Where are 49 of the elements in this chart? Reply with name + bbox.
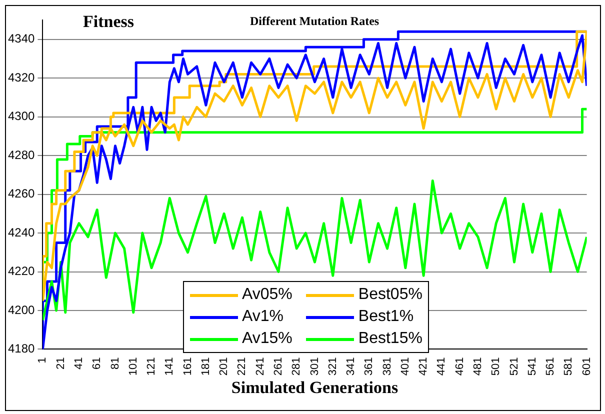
x-tick-label: 81 [109, 357, 122, 370]
y-tick-label: 4240 [8, 225, 36, 240]
x-tick-label: 481 [472, 357, 484, 376]
x-tick-label: 321 [326, 357, 339, 376]
y-tick-label: 4180 [8, 342, 36, 356]
y-tick-label: 4300 [8, 109, 36, 124]
y-tick-label: 4340 [8, 32, 36, 46]
x-tick-label: 141 [164, 357, 176, 376]
x-tick-label: 541 [526, 357, 538, 376]
x-tick-label: 121 [146, 357, 158, 376]
x-tick-label: 561 [544, 357, 557, 376]
x-tick-label: 381 [381, 357, 394, 376]
x-tick-label: 601 [580, 357, 593, 376]
x-axis-title: Simulated Generations [231, 378, 398, 398]
y-tick-label: 4260 [8, 186, 36, 201]
y-tick-label: 4220 [8, 264, 36, 278]
x-tick-label: 241 [254, 357, 266, 376]
chart-title: Different Mutation Rates [250, 14, 380, 29]
y-tick-label: 4320 [8, 70, 36, 84]
x-tick-label: 181 [200, 357, 212, 376]
legend-label: Best15% [358, 330, 422, 348]
x-tick-label: 461 [454, 357, 466, 376]
x-tick-label: 501 [490, 357, 502, 376]
x-tick-label: 521 [508, 357, 520, 376]
y-axis-title: Fitness [83, 12, 134, 32]
y-tick-label: 4280 [8, 148, 36, 162]
legend-label: Av15% [242, 330, 292, 348]
x-tick-label: 161 [182, 357, 194, 376]
x-tick-label: 581 [562, 357, 575, 376]
x-tick-label: 201 [218, 357, 230, 376]
x-tick-label: 401 [399, 357, 412, 376]
x-tick-label: 261 [272, 357, 285, 376]
x-tick-label: 301 [308, 357, 321, 376]
x-tick-label: 41 [73, 357, 85, 370]
legend-label: Av05% [242, 286, 292, 304]
legend-label: Best1% [358, 308, 414, 326]
x-tick-label: 21 [54, 357, 67, 370]
x-tick-label: 421 [418, 357, 430, 376]
x-tick-label: 1 [36, 357, 49, 364]
x-tick-label: 361 [363, 357, 376, 376]
y-tick-label: 4200 [8, 302, 36, 317]
x-tick-label: 61 [91, 357, 104, 370]
legend-label: Av1% [242, 308, 284, 326]
x-tick-label: 101 [127, 357, 140, 376]
legend-label: Best05% [358, 286, 422, 304]
x-tick-label: 341 [345, 357, 358, 376]
x-tick-label: 221 [236, 357, 248, 376]
x-tick-label: 281 [290, 357, 303, 376]
x-tick-label: 441 [436, 357, 448, 376]
